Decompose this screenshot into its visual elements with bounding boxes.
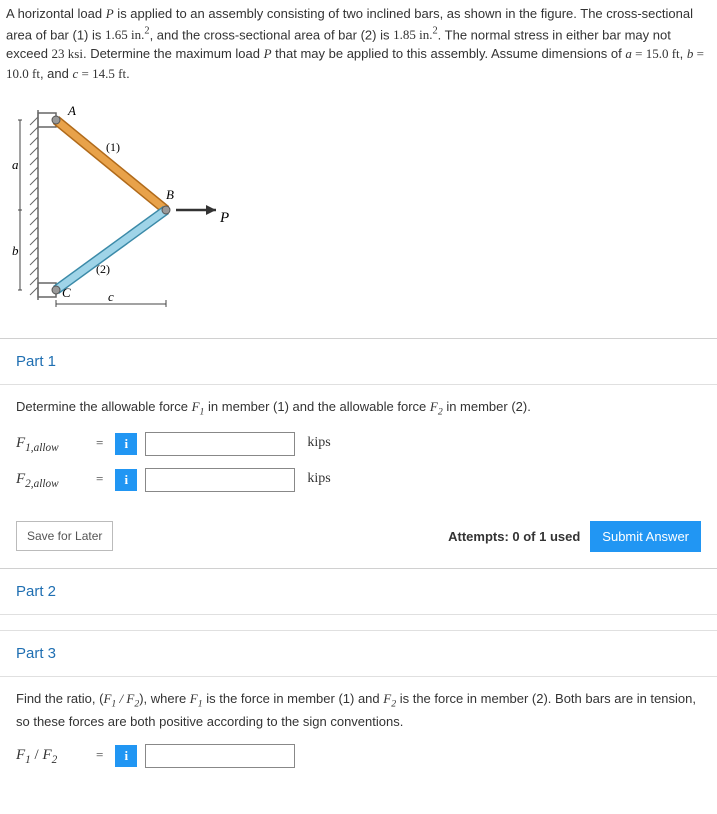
val-b: 10.0 ft (6, 66, 40, 81)
area1: 1.65 in.2 (105, 27, 150, 42)
area2: 1.85 in.2 (393, 27, 438, 42)
eq: = (632, 46, 646, 61)
stress: 23 ksi (52, 46, 83, 61)
label-B: B (166, 187, 174, 202)
text: , and (40, 66, 73, 81)
dim-c: c (108, 289, 114, 304)
f1-unit: kips (303, 432, 330, 454)
part2-title[interactable]: Part 2 (0, 569, 717, 615)
part1-title[interactable]: Part 1 (0, 339, 717, 385)
label-C: C (62, 285, 71, 300)
info-icon[interactable]: i (115, 469, 137, 491)
part2-section: Part 2 (0, 568, 717, 631)
ratio-label: F1 / F2 (16, 743, 84, 769)
var-P: P (106, 6, 114, 21)
part3-prompt: Find the ratio, (F1 / F2), where F1 is t… (16, 689, 701, 733)
text: A horizontal load (6, 6, 106, 21)
f1-row: F1,allow = i kips (16, 431, 701, 457)
val-c: 14.5 ft (92, 66, 126, 81)
info-icon[interactable]: i (115, 745, 137, 767)
equals: = (92, 745, 107, 766)
dim-a: a (12, 157, 19, 172)
submit-answer-button[interactable]: Submit Answer (590, 521, 701, 552)
dim-b: b (12, 243, 19, 258)
eq: = (693, 46, 704, 61)
info-icon[interactable]: i (115, 433, 137, 455)
ratio-row: F1 / F2 = i (16, 743, 701, 769)
f2-unit: kips (303, 468, 330, 490)
equals: = (92, 469, 107, 490)
part1-section: Part 1 Determine the allowable force F1 … (0, 338, 717, 567)
f2-input[interactable] (145, 468, 295, 492)
ratio-input[interactable] (145, 744, 295, 768)
save-for-later-button[interactable]: Save for Later (16, 521, 113, 551)
attempts-text: Attempts: 0 of 1 used (448, 529, 580, 544)
label-bar2: (2) (96, 262, 110, 276)
f2-row: F2,allow = i kips (16, 467, 701, 493)
figure: a b c P A B C (0, 91, 717, 338)
f1-input[interactable] (145, 432, 295, 456)
text: that may be applied to this assembly. As… (272, 46, 626, 61)
var-P: P (264, 46, 272, 61)
text: . Determine the maximum load (83, 46, 264, 61)
problem-statement: A horizontal load P is applied to an ass… (0, 0, 717, 91)
part3-title[interactable]: Part 3 (0, 631, 717, 677)
text: , and the cross-sectional area of bar (2… (150, 27, 394, 42)
label-A: A (67, 103, 76, 118)
label-P: P (219, 210, 229, 226)
text: . (126, 66, 130, 81)
val-a: 15.0 ft (646, 46, 680, 61)
f2-label: F2,allow (16, 467, 84, 493)
label-bar1: (1) (106, 140, 120, 154)
text: , (680, 46, 687, 61)
eq: = (78, 66, 92, 81)
f1-label: F1,allow (16, 431, 84, 457)
part3-section: Part 3 Find the ratio, (F1 / F2), where … (0, 631, 717, 797)
part1-prompt: Determine the allowable force F1 in memb… (16, 397, 701, 420)
equals: = (92, 433, 107, 454)
